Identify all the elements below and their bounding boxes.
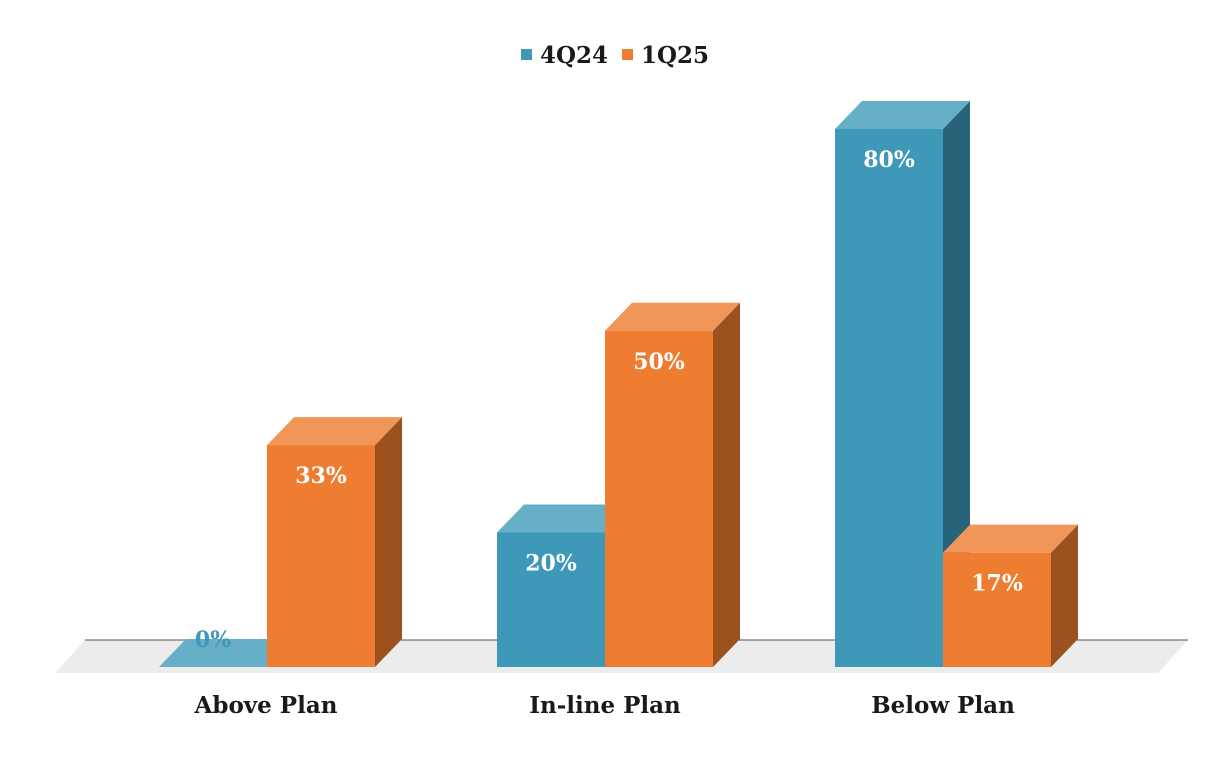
legend-swatch-1Q25 [622, 49, 633, 60]
bar-side [375, 417, 402, 667]
bar-front [605, 330, 713, 667]
data-label-1Q25-0: 33% [295, 463, 347, 489]
bars [159, 101, 1078, 667]
bar-side [713, 302, 740, 667]
bar-front [943, 552, 1051, 667]
data-label-4Q24-0: 0% [195, 627, 231, 653]
bar-front [267, 445, 375, 667]
data-label-4Q24-1: 20% [525, 551, 577, 577]
bar-1Q25-below-plan [943, 524, 1078, 667]
data-labels: 0% 33% 20% 50% 80% 17% [195, 147, 1023, 653]
data-label-1Q25-2: 17% [971, 571, 1023, 597]
data-label-4Q24-2: 80% [863, 147, 915, 173]
bar-side [1051, 524, 1078, 667]
bar-top [835, 101, 970, 129]
legend-label-4Q24: 4Q24 [540, 42, 608, 69]
bar-front [497, 532, 605, 667]
bar-top [267, 417, 402, 446]
bar-top [159, 639, 294, 667]
bar-top [497, 504, 632, 533]
bar-front [835, 129, 943, 667]
bar-1Q25-in-line-plan [605, 302, 740, 667]
bar-top [605, 302, 740, 331]
bar-side [943, 101, 970, 667]
bar-top [943, 524, 1078, 553]
category-label-0: Above Plan [194, 692, 338, 719]
legend-swatch-4Q24 [521, 49, 532, 60]
category-label-1: In-line Plan [529, 692, 681, 719]
category-axis: Above Plan In-line Plan Below Plan [194, 692, 1016, 719]
bar-4Q24-below-plan [835, 101, 970, 667]
legend-label-1Q25: 1Q25 [641, 42, 709, 69]
data-label-1Q25-1: 50% [633, 349, 685, 375]
bar-4Q24-above-plan [159, 639, 294, 667]
category-label-2: Below Plan [871, 692, 1015, 719]
bar-1Q25-above-plan [267, 417, 402, 667]
legend: 4Q24 1Q25 [521, 42, 709, 69]
